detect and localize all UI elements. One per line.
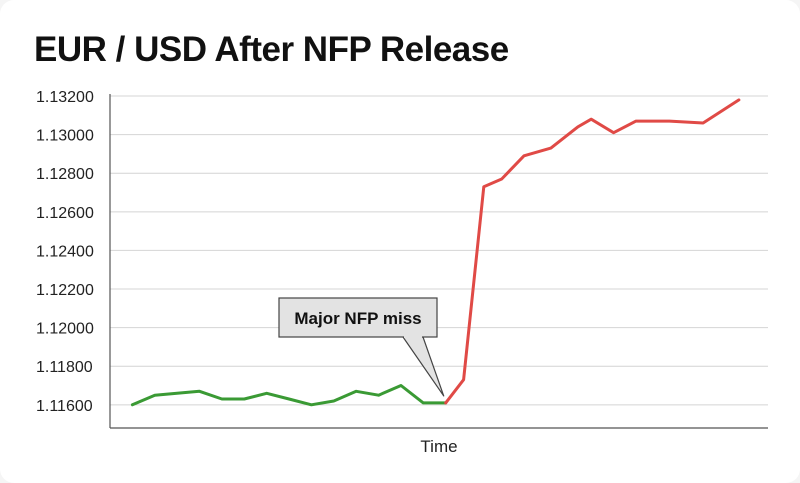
y-tick-label: 1.12000 bbox=[36, 321, 94, 338]
y-tick-label: 1.12400 bbox=[36, 243, 94, 260]
y-tick-label: 1.11800 bbox=[36, 359, 93, 376]
y-tick-label: 1.12600 bbox=[36, 205, 94, 222]
annotation-box bbox=[278, 297, 438, 338]
y-tick-label: 1.12800 bbox=[36, 166, 94, 183]
x-axis-label: Time bbox=[420, 437, 457, 456]
series-line-2 bbox=[444, 98, 741, 405]
y-tick-label: 1.11600 bbox=[36, 398, 93, 415]
y-tick-label: 1.13200 bbox=[36, 89, 94, 106]
series-line-1 bbox=[130, 384, 448, 407]
chart-title: EUR / USD After NFP Release bbox=[34, 30, 509, 69]
y-tick-label: 1.13000 bbox=[36, 128, 94, 145]
y-tick-label: 1.12200 bbox=[36, 282, 94, 299]
annotation-label: Major NFP miss bbox=[294, 309, 421, 328]
